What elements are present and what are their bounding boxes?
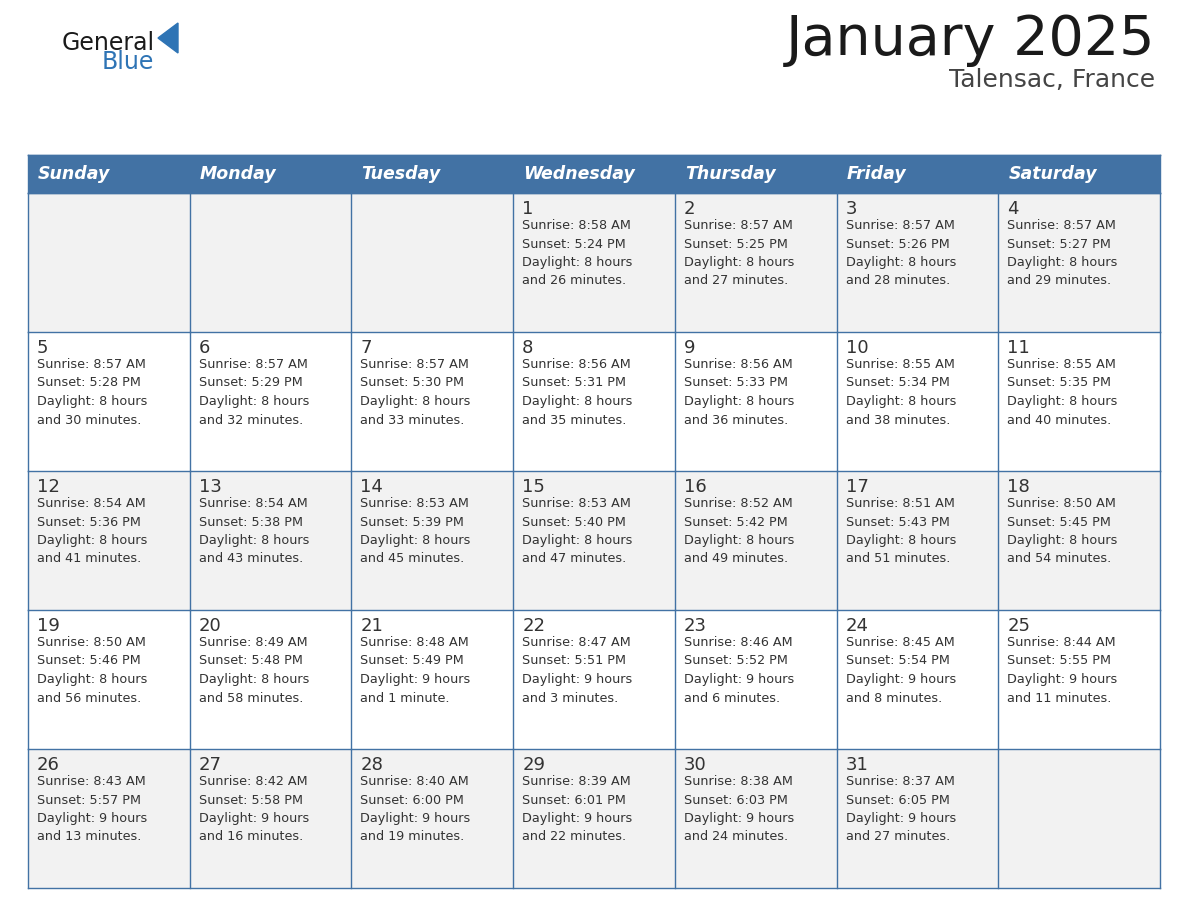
Text: Tuesday: Tuesday bbox=[361, 165, 441, 183]
Text: Sunrise: 8:57 AM
Sunset: 5:30 PM
Daylight: 8 hours
and 33 minutes.: Sunrise: 8:57 AM Sunset: 5:30 PM Dayligh… bbox=[360, 358, 470, 427]
Text: Monday: Monday bbox=[200, 165, 277, 183]
Text: Sunrise: 8:52 AM
Sunset: 5:42 PM
Daylight: 8 hours
and 49 minutes.: Sunrise: 8:52 AM Sunset: 5:42 PM Dayligh… bbox=[684, 497, 795, 565]
Text: 12: 12 bbox=[37, 478, 59, 496]
Bar bbox=[29, 155, 190, 193]
Text: Blue: Blue bbox=[102, 50, 154, 74]
Text: 26: 26 bbox=[37, 756, 59, 774]
Text: 10: 10 bbox=[846, 339, 868, 357]
Text: 15: 15 bbox=[523, 478, 545, 496]
Bar bbox=[29, 471, 1159, 610]
Text: 14: 14 bbox=[360, 478, 384, 496]
Text: 5: 5 bbox=[37, 339, 49, 357]
Text: Sunrise: 8:54 AM
Sunset: 5:36 PM
Daylight: 8 hours
and 41 minutes.: Sunrise: 8:54 AM Sunset: 5:36 PM Dayligh… bbox=[37, 497, 147, 565]
Text: 25: 25 bbox=[1007, 617, 1030, 635]
Text: Sunrise: 8:55 AM
Sunset: 5:34 PM
Daylight: 8 hours
and 38 minutes.: Sunrise: 8:55 AM Sunset: 5:34 PM Dayligh… bbox=[846, 358, 956, 427]
Text: Sunrise: 8:56 AM
Sunset: 5:33 PM
Daylight: 8 hours
and 36 minutes.: Sunrise: 8:56 AM Sunset: 5:33 PM Dayligh… bbox=[684, 358, 795, 427]
Text: 13: 13 bbox=[198, 478, 222, 496]
Text: 1: 1 bbox=[523, 200, 533, 218]
Text: 22: 22 bbox=[523, 617, 545, 635]
Bar bbox=[675, 155, 836, 193]
Text: Sunday: Sunday bbox=[38, 165, 110, 183]
Text: Sunrise: 8:49 AM
Sunset: 5:48 PM
Daylight: 8 hours
and 58 minutes.: Sunrise: 8:49 AM Sunset: 5:48 PM Dayligh… bbox=[198, 636, 309, 704]
Text: Sunrise: 8:57 AM
Sunset: 5:27 PM
Daylight: 8 hours
and 29 minutes.: Sunrise: 8:57 AM Sunset: 5:27 PM Dayligh… bbox=[1007, 219, 1118, 287]
Text: 8: 8 bbox=[523, 339, 533, 357]
Text: 4: 4 bbox=[1007, 200, 1019, 218]
Text: 19: 19 bbox=[37, 617, 59, 635]
Text: 17: 17 bbox=[846, 478, 868, 496]
Text: Sunrise: 8:42 AM
Sunset: 5:58 PM
Daylight: 9 hours
and 16 minutes.: Sunrise: 8:42 AM Sunset: 5:58 PM Dayligh… bbox=[198, 775, 309, 844]
Text: Sunrise: 8:57 AM
Sunset: 5:28 PM
Daylight: 8 hours
and 30 minutes.: Sunrise: 8:57 AM Sunset: 5:28 PM Dayligh… bbox=[37, 358, 147, 427]
Bar bbox=[190, 155, 352, 193]
Text: Sunrise: 8:38 AM
Sunset: 6:03 PM
Daylight: 9 hours
and 24 minutes.: Sunrise: 8:38 AM Sunset: 6:03 PM Dayligh… bbox=[684, 775, 794, 844]
Text: Sunrise: 8:45 AM
Sunset: 5:54 PM
Daylight: 9 hours
and 8 minutes.: Sunrise: 8:45 AM Sunset: 5:54 PM Dayligh… bbox=[846, 636, 956, 704]
Text: Sunrise: 8:40 AM
Sunset: 6:00 PM
Daylight: 9 hours
and 19 minutes.: Sunrise: 8:40 AM Sunset: 6:00 PM Dayligh… bbox=[360, 775, 470, 844]
Text: Sunrise: 8:56 AM
Sunset: 5:31 PM
Daylight: 8 hours
and 35 minutes.: Sunrise: 8:56 AM Sunset: 5:31 PM Dayligh… bbox=[523, 358, 632, 427]
Text: 27: 27 bbox=[198, 756, 222, 774]
Text: 29: 29 bbox=[523, 756, 545, 774]
Text: Sunrise: 8:50 AM
Sunset: 5:45 PM
Daylight: 8 hours
and 54 minutes.: Sunrise: 8:50 AM Sunset: 5:45 PM Dayligh… bbox=[1007, 497, 1118, 565]
Text: 16: 16 bbox=[684, 478, 707, 496]
Text: Sunrise: 8:57 AM
Sunset: 5:29 PM
Daylight: 8 hours
and 32 minutes.: Sunrise: 8:57 AM Sunset: 5:29 PM Dayligh… bbox=[198, 358, 309, 427]
Text: Sunrise: 8:54 AM
Sunset: 5:38 PM
Daylight: 8 hours
and 43 minutes.: Sunrise: 8:54 AM Sunset: 5:38 PM Dayligh… bbox=[198, 497, 309, 565]
Text: 21: 21 bbox=[360, 617, 384, 635]
Text: 28: 28 bbox=[360, 756, 384, 774]
Bar bbox=[352, 155, 513, 193]
Text: 7: 7 bbox=[360, 339, 372, 357]
Text: Sunrise: 8:44 AM
Sunset: 5:55 PM
Daylight: 9 hours
and 11 minutes.: Sunrise: 8:44 AM Sunset: 5:55 PM Dayligh… bbox=[1007, 636, 1118, 704]
Bar bbox=[29, 332, 1159, 471]
Text: Saturday: Saturday bbox=[1009, 165, 1097, 183]
Bar bbox=[513, 155, 675, 193]
Text: Sunrise: 8:51 AM
Sunset: 5:43 PM
Daylight: 8 hours
and 51 minutes.: Sunrise: 8:51 AM Sunset: 5:43 PM Dayligh… bbox=[846, 497, 956, 565]
Bar bbox=[998, 155, 1159, 193]
Bar bbox=[836, 155, 998, 193]
Text: 20: 20 bbox=[198, 617, 221, 635]
Text: 6: 6 bbox=[198, 339, 210, 357]
Text: General: General bbox=[62, 31, 156, 55]
Text: Thursday: Thursday bbox=[684, 165, 776, 183]
Text: Sunrise: 8:55 AM
Sunset: 5:35 PM
Daylight: 8 hours
and 40 minutes.: Sunrise: 8:55 AM Sunset: 5:35 PM Dayligh… bbox=[1007, 358, 1118, 427]
Text: Friday: Friday bbox=[847, 165, 906, 183]
Text: Sunrise: 8:53 AM
Sunset: 5:40 PM
Daylight: 8 hours
and 47 minutes.: Sunrise: 8:53 AM Sunset: 5:40 PM Dayligh… bbox=[523, 497, 632, 565]
Bar bbox=[29, 749, 1159, 888]
Text: 18: 18 bbox=[1007, 478, 1030, 496]
Text: Sunrise: 8:48 AM
Sunset: 5:49 PM
Daylight: 9 hours
and 1 minute.: Sunrise: 8:48 AM Sunset: 5:49 PM Dayligh… bbox=[360, 636, 470, 704]
Text: Sunrise: 8:50 AM
Sunset: 5:46 PM
Daylight: 8 hours
and 56 minutes.: Sunrise: 8:50 AM Sunset: 5:46 PM Dayligh… bbox=[37, 636, 147, 704]
Polygon shape bbox=[158, 23, 178, 53]
Text: Sunrise: 8:57 AM
Sunset: 5:25 PM
Daylight: 8 hours
and 27 minutes.: Sunrise: 8:57 AM Sunset: 5:25 PM Dayligh… bbox=[684, 219, 795, 287]
Text: 30: 30 bbox=[684, 756, 707, 774]
Bar bbox=[29, 193, 1159, 332]
Text: 24: 24 bbox=[846, 617, 868, 635]
Text: Sunrise: 8:47 AM
Sunset: 5:51 PM
Daylight: 9 hours
and 3 minutes.: Sunrise: 8:47 AM Sunset: 5:51 PM Dayligh… bbox=[523, 636, 632, 704]
Text: January 2025: January 2025 bbox=[785, 13, 1155, 67]
Text: Talensac, France: Talensac, France bbox=[949, 68, 1155, 92]
Text: Sunrise: 8:53 AM
Sunset: 5:39 PM
Daylight: 8 hours
and 45 minutes.: Sunrise: 8:53 AM Sunset: 5:39 PM Dayligh… bbox=[360, 497, 470, 565]
Text: 23: 23 bbox=[684, 617, 707, 635]
Text: 11: 11 bbox=[1007, 339, 1030, 357]
Text: Sunrise: 8:43 AM
Sunset: 5:57 PM
Daylight: 9 hours
and 13 minutes.: Sunrise: 8:43 AM Sunset: 5:57 PM Dayligh… bbox=[37, 775, 147, 844]
Text: Wednesday: Wednesday bbox=[523, 165, 636, 183]
Text: Sunrise: 8:37 AM
Sunset: 6:05 PM
Daylight: 9 hours
and 27 minutes.: Sunrise: 8:37 AM Sunset: 6:05 PM Dayligh… bbox=[846, 775, 956, 844]
Text: 31: 31 bbox=[846, 756, 868, 774]
Text: 3: 3 bbox=[846, 200, 857, 218]
Text: 2: 2 bbox=[684, 200, 695, 218]
Text: Sunrise: 8:58 AM
Sunset: 5:24 PM
Daylight: 8 hours
and 26 minutes.: Sunrise: 8:58 AM Sunset: 5:24 PM Dayligh… bbox=[523, 219, 632, 287]
Text: 9: 9 bbox=[684, 339, 695, 357]
Text: Sunrise: 8:46 AM
Sunset: 5:52 PM
Daylight: 9 hours
and 6 minutes.: Sunrise: 8:46 AM Sunset: 5:52 PM Dayligh… bbox=[684, 636, 794, 704]
Text: Sunrise: 8:39 AM
Sunset: 6:01 PM
Daylight: 9 hours
and 22 minutes.: Sunrise: 8:39 AM Sunset: 6:01 PM Dayligh… bbox=[523, 775, 632, 844]
Text: Sunrise: 8:57 AM
Sunset: 5:26 PM
Daylight: 8 hours
and 28 minutes.: Sunrise: 8:57 AM Sunset: 5:26 PM Dayligh… bbox=[846, 219, 956, 287]
Bar bbox=[29, 610, 1159, 749]
